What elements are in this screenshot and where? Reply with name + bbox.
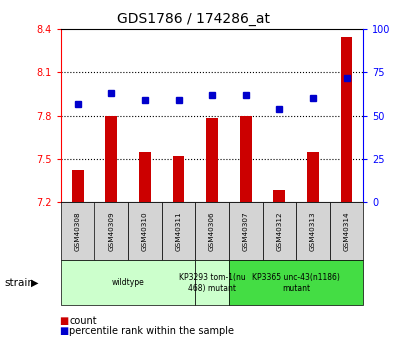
Text: GSM40307: GSM40307 [243, 211, 249, 251]
Text: count: count [69, 316, 97, 326]
Text: KP3365 unc-43(n1186)
mutant: KP3365 unc-43(n1186) mutant [252, 273, 340, 293]
Text: percentile rank within the sample: percentile rank within the sample [69, 326, 234, 336]
Text: GDS1786 / 174286_at: GDS1786 / 174286_at [117, 12, 270, 26]
Text: GSM40311: GSM40311 [176, 211, 181, 251]
Text: ■: ■ [59, 326, 68, 336]
Bar [72, 170, 84, 202]
Text: ▶: ▶ [31, 278, 38, 288]
Bar [105, 116, 117, 202]
Bar [307, 151, 319, 202]
Text: GSM40312: GSM40312 [276, 211, 282, 251]
Bar [273, 190, 285, 202]
Bar [173, 156, 184, 202]
Text: GSM40309: GSM40309 [108, 211, 114, 251]
Text: wildtype: wildtype [112, 278, 144, 287]
Bar [139, 151, 151, 202]
Text: ■: ■ [59, 316, 68, 326]
Text: GSM40314: GSM40314 [344, 211, 349, 251]
Bar [240, 116, 252, 202]
Text: KP3293 tom-1(nu
468) mutant: KP3293 tom-1(nu 468) mutant [179, 273, 245, 293]
Text: strain: strain [4, 278, 34, 288]
Text: GSM40313: GSM40313 [310, 211, 316, 251]
Bar [341, 37, 352, 202]
Text: GSM40306: GSM40306 [209, 211, 215, 251]
Text: GSM40310: GSM40310 [142, 211, 148, 251]
Bar [206, 118, 218, 202]
Text: GSM40308: GSM40308 [75, 211, 81, 251]
